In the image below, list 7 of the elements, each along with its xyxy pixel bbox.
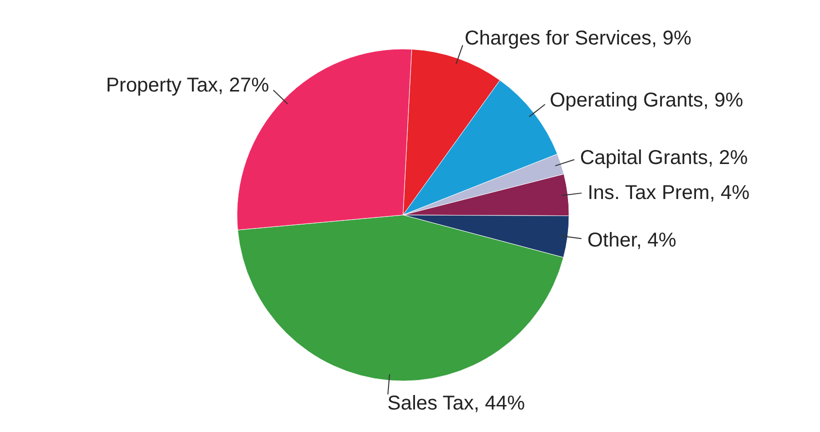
slice-label: Ins. Tax Prem, 4% bbox=[588, 182, 750, 204]
slice-label: Capital Grants, 2% bbox=[580, 147, 748, 170]
slice-label: Property Tax, 27% bbox=[106, 74, 270, 97]
slice-label: Operating Grants, 9% bbox=[550, 89, 744, 112]
slice-label: Sales Tax, 44% bbox=[387, 392, 526, 414]
slice-label: Other, 4% bbox=[587, 230, 677, 252]
slice-label: Charges for Services, 9% bbox=[464, 28, 692, 50]
